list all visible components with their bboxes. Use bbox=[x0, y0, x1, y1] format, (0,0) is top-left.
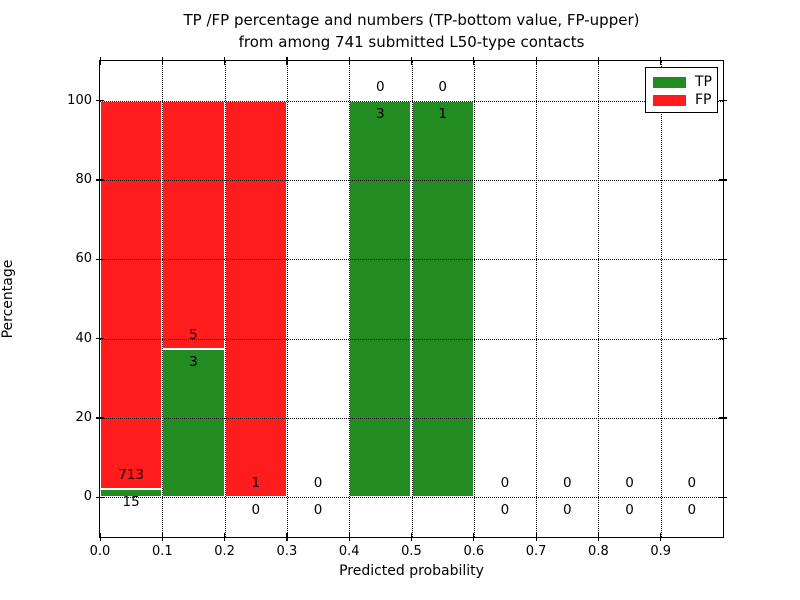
x-tick-label: 0.4 bbox=[338, 544, 360, 559]
y-tick-mark-right bbox=[719, 338, 727, 340]
gridline-x bbox=[598, 61, 600, 537]
gridline-x bbox=[349, 61, 351, 537]
y-tick-mark-right bbox=[719, 496, 727, 498]
y-tick-mark bbox=[96, 496, 104, 498]
y-tick-mark bbox=[96, 100, 104, 102]
tp-count-label: 3 bbox=[376, 105, 385, 122]
fp-count-label: 713 bbox=[118, 467, 145, 484]
legend-item: FP bbox=[646, 91, 717, 109]
x-tick-mark bbox=[224, 533, 226, 541]
tp-count-label: 0 bbox=[313, 502, 323, 519]
x-tick-label: 0.2 bbox=[214, 544, 235, 559]
y-tick-mark bbox=[96, 179, 104, 181]
x-tick-mark bbox=[411, 533, 413, 541]
y-tick-mark-right bbox=[719, 100, 727, 102]
tp-count-label: 0 bbox=[251, 502, 261, 519]
y-tick-label: 60 bbox=[75, 251, 92, 267]
x-tick-label: 0.9 bbox=[650, 544, 672, 559]
y-axis-label: Percentage bbox=[0, 259, 16, 339]
y-tick-mark bbox=[96, 258, 104, 260]
fp-count-label: 0 bbox=[438, 78, 447, 95]
x-tick-mark-top bbox=[286, 57, 288, 65]
fp-count-label: 0 bbox=[687, 475, 697, 492]
tp-count-label: 0 bbox=[625, 502, 634, 519]
tp-count-label: 0 bbox=[500, 502, 510, 519]
legend-swatch bbox=[653, 76, 686, 88]
legend-label: TP bbox=[695, 74, 712, 90]
bar-segment-tp bbox=[349, 100, 412, 498]
x-tick-mark-top bbox=[348, 57, 350, 65]
x-tick-label: 0.6 bbox=[463, 544, 485, 559]
y-tick-mark-right bbox=[719, 258, 727, 260]
legend: TP FP bbox=[645, 67, 718, 113]
y-tick-mark bbox=[96, 338, 104, 340]
y-tick-mark-right bbox=[719, 179, 727, 181]
x-tick-label: 0.7 bbox=[525, 544, 547, 559]
tp-count-label: 3 bbox=[189, 353, 198, 370]
bar-segment-fp bbox=[100, 100, 163, 490]
x-tick-mark bbox=[348, 533, 350, 541]
x-tick-mark-top bbox=[660, 57, 662, 65]
y-tick-label: 100 bbox=[67, 92, 92, 108]
y-tick-label: 0 bbox=[83, 489, 92, 505]
bar-segment-fp bbox=[162, 100, 225, 349]
tp-count-label: 15 bbox=[122, 494, 140, 511]
gridline-x bbox=[224, 61, 226, 537]
x-tick-label: 0.0 bbox=[89, 544, 111, 559]
x-tick-mark bbox=[99, 533, 101, 541]
fp-count-label: 0 bbox=[625, 475, 634, 492]
x-tick-mark-top bbox=[224, 57, 226, 65]
gridline-x bbox=[162, 61, 164, 537]
y-tick-label: 20 bbox=[75, 410, 92, 425]
x-tick-mark-top bbox=[161, 57, 163, 65]
tp-count-label: 1 bbox=[438, 105, 447, 122]
x-tick-mark bbox=[597, 533, 600, 541]
x-axis-label: Predicted probability bbox=[339, 563, 484, 579]
fp-count-label: 0 bbox=[313, 475, 323, 492]
x-tick-mark bbox=[473, 533, 475, 541]
tp-count-label: 0 bbox=[562, 502, 572, 519]
x-tick-label: 0.1 bbox=[151, 544, 173, 559]
tp-count-label: 0 bbox=[687, 502, 697, 519]
legend-item: TP bbox=[646, 73, 717, 91]
bar-segment-tp bbox=[162, 348, 225, 498]
x-tick-label: 0.8 bbox=[588, 544, 609, 559]
gridline-x bbox=[536, 61, 538, 537]
x-tick-mark bbox=[161, 533, 163, 541]
y-tick-label: 80 bbox=[75, 172, 92, 187]
fp-count-label: 0 bbox=[562, 475, 572, 492]
x-tick-mark bbox=[660, 533, 662, 541]
gridline-x bbox=[473, 61, 475, 537]
fp-count-label: 0 bbox=[376, 78, 385, 95]
x-tick-mark-top bbox=[597, 57, 600, 65]
x-tick-mark-top bbox=[411, 57, 413, 65]
y-tick-mark bbox=[96, 417, 104, 419]
gridline-x bbox=[660, 61, 662, 537]
bar-segment-tp bbox=[100, 489, 163, 498]
x-tick-mark bbox=[286, 533, 288, 541]
legend-label: FP bbox=[695, 92, 712, 108]
gridline-x bbox=[286, 61, 288, 537]
gridline-x bbox=[411, 61, 413, 537]
x-tick-mark-top bbox=[473, 57, 475, 65]
y-tick-mark-right bbox=[719, 417, 727, 419]
x-tick-mark-top bbox=[535, 57, 537, 65]
y-tick-label: 40 bbox=[75, 330, 92, 346]
x-tick-label: 0.3 bbox=[276, 544, 298, 559]
x-tick-label: 0.5 bbox=[401, 544, 422, 559]
fp-count-label: 0 bbox=[500, 475, 510, 492]
chart-title-line2: from among 741 submitted L50-type contac… bbox=[238, 33, 585, 51]
legend-swatch bbox=[653, 94, 686, 106]
bar-segment-tp bbox=[411, 100, 474, 498]
x-tick-mark-top bbox=[99, 57, 101, 65]
fp-count-label: 5 bbox=[189, 326, 198, 343]
fp-count-label: 1 bbox=[251, 475, 261, 492]
bar-segment-fp bbox=[224, 100, 287, 498]
chart-title-line1: TP /FP percentage and numbers (TP-bottom… bbox=[183, 11, 640, 29]
x-tick-mark bbox=[535, 533, 537, 541]
